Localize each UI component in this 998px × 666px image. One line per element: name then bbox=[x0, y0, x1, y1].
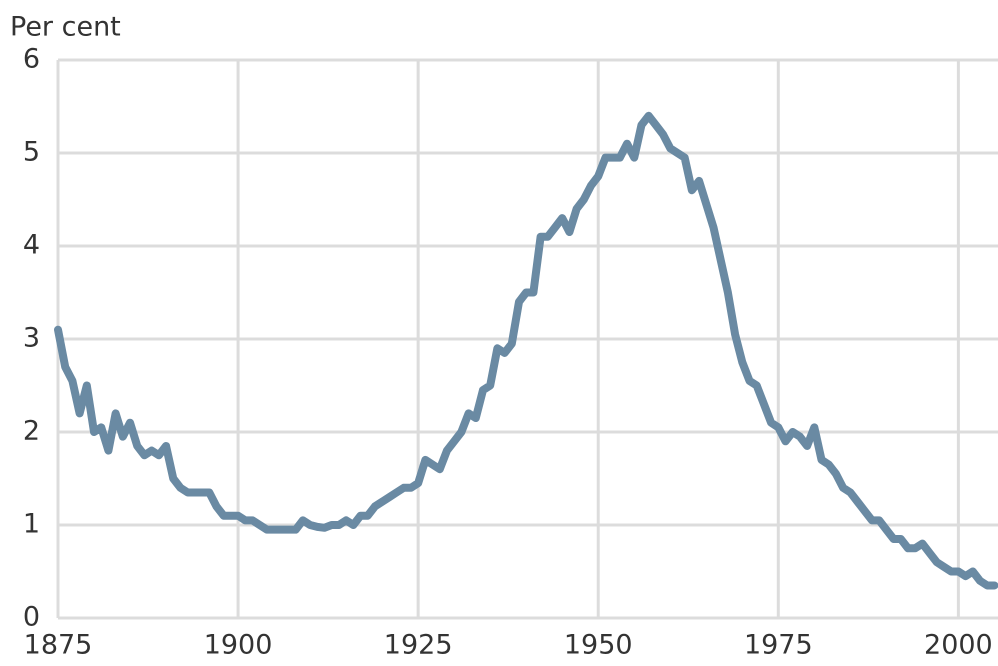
y-tick-label: 6 bbox=[23, 44, 40, 75]
x-tick-label: 1900 bbox=[204, 630, 273, 661]
x-tick-label: 2000 bbox=[924, 630, 993, 661]
x-tick-label: 1950 bbox=[564, 630, 633, 661]
x-tick-label: 1875 bbox=[24, 630, 93, 661]
y-tick-label: 3 bbox=[23, 323, 40, 354]
x-tick-label: 1925 bbox=[384, 630, 453, 661]
x-tick-label: 1975 bbox=[744, 630, 813, 661]
y-tick-label: 4 bbox=[23, 230, 40, 261]
y-axis-label: Per cent bbox=[10, 12, 121, 43]
y-tick-label: 1 bbox=[23, 509, 40, 540]
y-tick-label: 5 bbox=[23, 137, 40, 168]
y-tick-label: 2 bbox=[23, 416, 40, 447]
data-line bbox=[54, 111, 998, 590]
y-tick-label: 0 bbox=[23, 602, 40, 633]
